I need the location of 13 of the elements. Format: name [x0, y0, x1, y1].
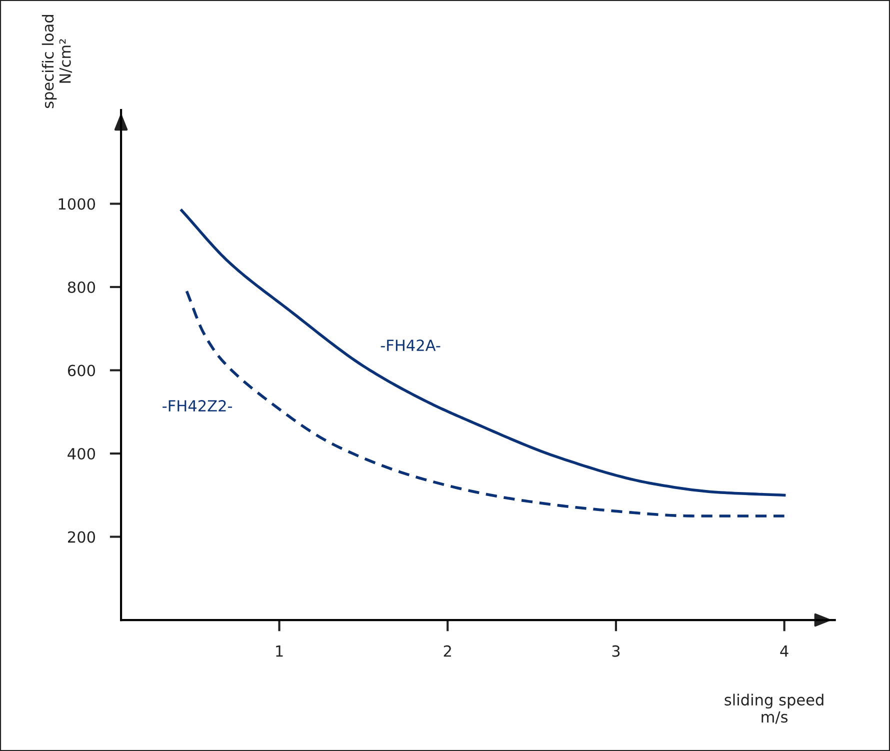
y-tick-label: 800: [68, 281, 96, 294]
y-axis-title: specific load N/cm²: [42, 15, 72, 108]
y-tick-label: 200: [68, 531, 96, 543]
x-axis-title: sliding speed m/s: [724, 694, 824, 724]
y-tick-label: 1000: [58, 198, 96, 210]
y-tick-label: 600: [68, 364, 96, 376]
x-tick-label: 2: [444, 645, 451, 657]
x-tick-label: 3: [612, 645, 620, 657]
x-tick-label: 1: [276, 645, 283, 657]
series-label: -FH42Z2-: [162, 400, 232, 412]
series-label: -FH42A-: [380, 340, 440, 351]
x-tick-label: 4: [780, 645, 788, 657]
y-tick-label: 400: [68, 448, 96, 460]
